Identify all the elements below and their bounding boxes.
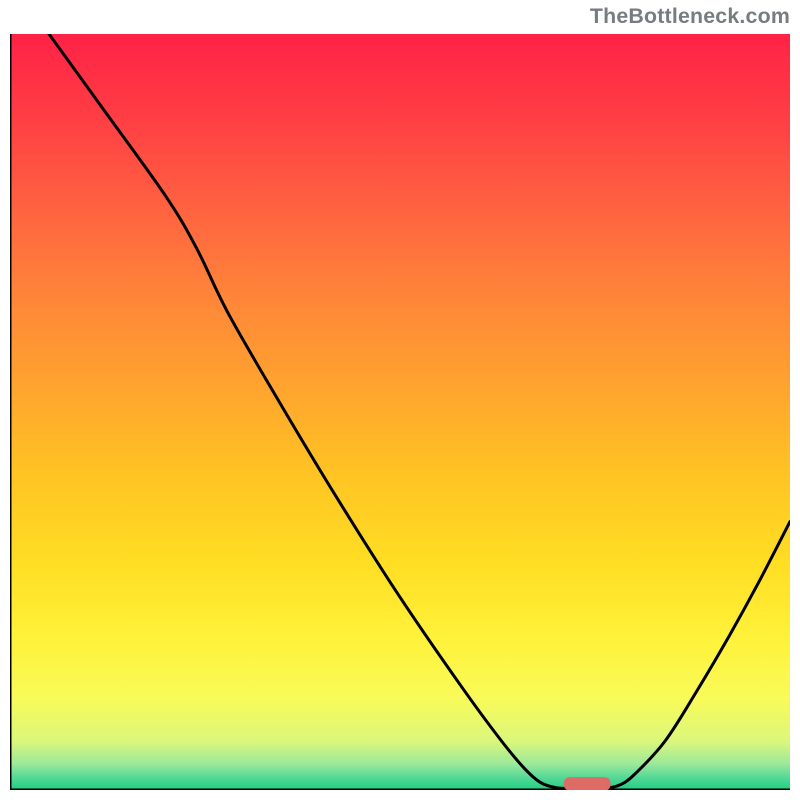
sweet-spot-marker — [564, 777, 611, 790]
chart-background — [10, 34, 790, 790]
chart-svg — [10, 34, 790, 790]
bottleneck-chart — [10, 34, 790, 790]
image-frame: TheBottleneck.com — [0, 0, 800, 800]
watermark-text: TheBottleneck.com — [590, 4, 790, 29]
